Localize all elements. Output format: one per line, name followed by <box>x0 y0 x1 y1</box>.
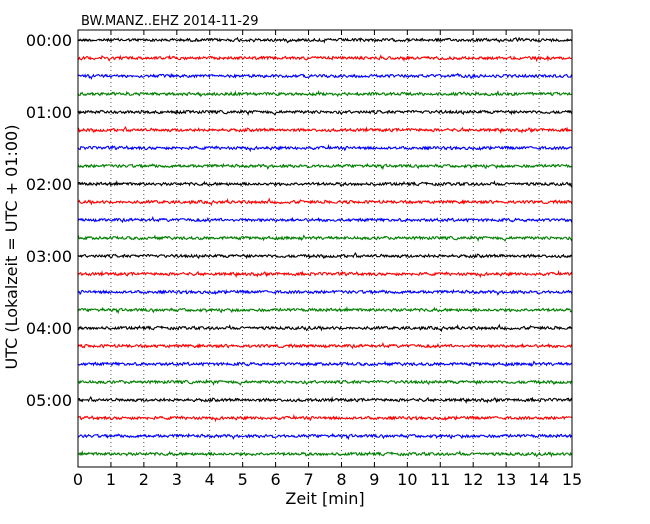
seismogram-trace <box>77 269 573 279</box>
seismogram-trace <box>77 432 573 441</box>
x-tick-label: 7 <box>303 470 313 489</box>
y-axis-ticks: 00:00 01:00 02:00 03:00 04:00 05:00 <box>26 31 572 410</box>
seismogram-trace <box>77 89 573 98</box>
seismogram-trace <box>77 125 573 135</box>
x-tick-label: 5 <box>238 470 248 489</box>
x-tick-label: 14 <box>529 470 549 489</box>
y-tick-label: 01:00 <box>26 103 72 122</box>
seismogram-trace <box>77 323 573 333</box>
x-tick-label: 15 <box>562 470 582 489</box>
x-tick-label: 0 <box>73 470 83 489</box>
x-tick-label: 1 <box>106 470 116 489</box>
seismogram-trace <box>77 197 573 207</box>
x-tick-label: 10 <box>397 470 417 489</box>
seismogram-trace <box>77 378 573 386</box>
x-tick-label: 12 <box>463 470 483 489</box>
seismogram-trace <box>77 36 573 44</box>
grid <box>110 30 540 467</box>
seismogram-trace <box>77 72 573 80</box>
seismogram-trace <box>77 252 573 260</box>
seismogram-trace <box>77 450 573 458</box>
y-tick-label: 00:00 <box>26 31 72 50</box>
seismogram-trace <box>77 395 573 405</box>
y-axis-label: UTC (Lokalzeit = UTC + 01:00) <box>2 125 21 370</box>
seismogram-trace <box>77 162 573 171</box>
x-tick-label: 3 <box>172 470 182 489</box>
y-tick-label: 04:00 <box>26 319 72 338</box>
seismogram-trace <box>77 342 573 350</box>
seismogram-trace <box>77 54 573 63</box>
x-tick-label: 6 <box>271 470 281 489</box>
y-tick-label: 05:00 <box>26 391 72 410</box>
x-tick-label: 11 <box>430 470 450 489</box>
x-tick-label: 9 <box>369 470 379 489</box>
x-tick-label: 4 <box>205 470 215 489</box>
x-tick-label: 13 <box>496 470 516 489</box>
seismogram-trace <box>77 414 573 423</box>
x-axis-label: Zeit [min] <box>285 489 364 508</box>
y-tick-label: 03:00 <box>26 247 72 266</box>
seismogram-trace <box>77 180 573 188</box>
seismogram-trace <box>77 216 573 224</box>
plot-frame <box>77 29 573 468</box>
y-tick-label: 02:00 <box>26 175 72 194</box>
seismogram-trace <box>77 108 573 116</box>
chart-title: BW.MANZ..EHZ 2014-11-29 <box>81 14 259 29</box>
seismogram-trace <box>77 234 573 242</box>
x-tick-label: 2 <box>139 470 149 489</box>
x-axis-ticks: 0 1 2 3 4 5 6 7 8 9 10 11 12 13 14 15 <box>73 30 582 489</box>
seismogram-trace <box>77 360 573 368</box>
x-tick-label: 8 <box>336 470 346 489</box>
seismogram-trace <box>77 143 573 153</box>
seismogram-trace <box>77 306 573 315</box>
seismogram-trace <box>77 288 573 296</box>
traces <box>77 36 573 458</box>
